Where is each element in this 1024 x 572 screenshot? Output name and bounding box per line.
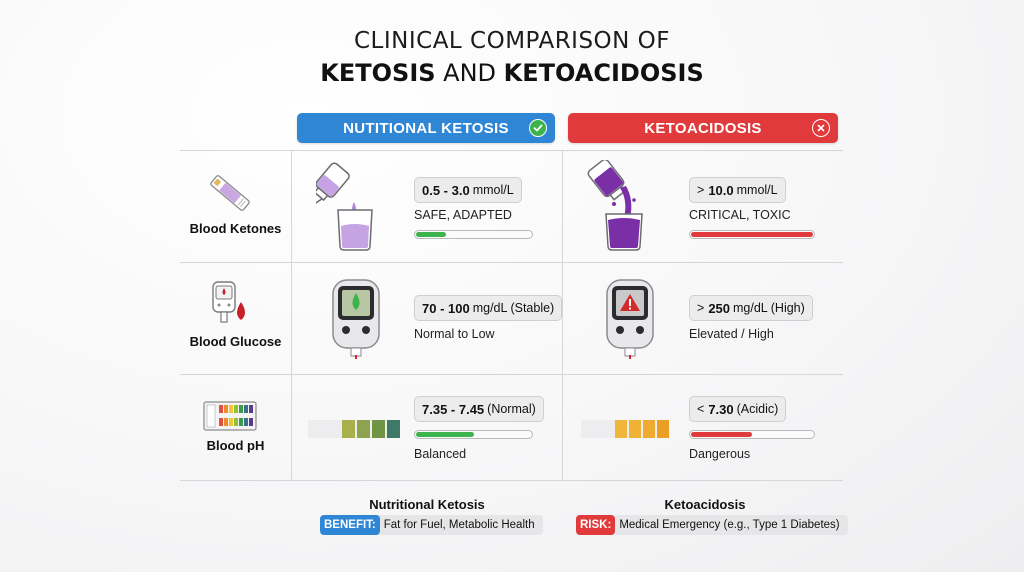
- status-ketones-ketoacidosis: CRITICAL, TOXIC: [689, 208, 791, 222]
- status-ph-nutritional: Balanced: [414, 447, 467, 461]
- level-bar-fill: [691, 232, 813, 237]
- page-title: CLINICAL COMPARISON OF KETOSIS AND KETOA…: [0, 27, 1024, 89]
- level-bar-fill: [691, 432, 752, 437]
- footer-risk-pill: RISK: Medical Emergency (e.g., Type 1 Di…: [576, 515, 848, 535]
- value-bold: 0.5 - 3.0: [422, 182, 470, 198]
- bottle-pouring-dark-purple-illustration: [584, 158, 656, 257]
- title-ketoacidosis: KETOACIDOSIS: [503, 59, 704, 87]
- level-bar-ph-nutritional: [414, 430, 533, 439]
- status-ketones-nutritional: SAFE, ADAPTED: [414, 208, 512, 222]
- title-line-2: KETOSIS AND KETOACIDOSIS: [0, 57, 1024, 89]
- grid-line: [180, 262, 843, 263]
- header-nutritional-label: NUTITIONAL KETOSIS: [343, 119, 509, 137]
- value-bold: 10.0: [708, 182, 734, 198]
- footer-title-ketoacidosis: Ketoacidosis: [664, 497, 746, 512]
- level-bar-fill: [416, 432, 474, 437]
- grid-line: [562, 150, 563, 480]
- row-label-blood-ph: Blood pH: [206, 438, 265, 453]
- title-and: AND: [443, 59, 497, 87]
- footer-title-nutritional: Nutritional Ketosis: [369, 497, 485, 512]
- value-unit: mg/dL (High): [733, 301, 805, 315]
- row-label-blood-glucose: Blood Glucose: [189, 334, 282, 349]
- level-bar-ketones-nutritional: [414, 230, 533, 239]
- grid-line: [180, 150, 843, 151]
- value-ketones-nutritional: 0.5 - 3.0 mmol/L: [414, 177, 522, 203]
- value-bold: 70 - 100: [422, 300, 470, 316]
- level-bar-ketones-ketoacidosis: [689, 230, 815, 239]
- value-prefix: <: [697, 402, 705, 416]
- glucose-meter-blood-drop-icon: [209, 280, 253, 333]
- value-glucose-nutritional: 70 - 100 mg/dL (Stable): [414, 295, 563, 321]
- title-line-1: CLINICAL COMPARISON OF: [353, 28, 671, 54]
- grid-line: [291, 150, 292, 480]
- value-unit: mmol/L: [472, 183, 514, 197]
- grid-line: [180, 374, 843, 375]
- value-unit: (Normal): [487, 402, 536, 416]
- level-bar-fill: [416, 232, 446, 237]
- value-ketones-ketoacidosis: > 10.0 mmol/L: [689, 177, 786, 203]
- dropper-beaker-light-purple-illustration: [310, 160, 386, 257]
- row-label-blood-ketones: Blood Ketones: [189, 221, 282, 236]
- glucose-meter-green-drop-illustration: [331, 278, 383, 365]
- header-nutritional-ketosis: NUTITIONAL KETOSIS: [297, 113, 555, 143]
- grid-line: [180, 480, 843, 481]
- ph-strip-orange-illustration: [581, 418, 669, 445]
- value-unit: mmol/L: [736, 183, 778, 197]
- value-unit: mg/dL (Stable): [472, 301, 555, 315]
- value-bold: 7.30: [708, 401, 734, 417]
- value-prefix: >: [697, 183, 705, 197]
- risk-tag: RISK:: [576, 515, 616, 535]
- value-ph-ketoacidosis: < 7.30 (Acidic): [689, 396, 787, 422]
- level-bar-ph-ketoacidosis: [689, 430, 815, 439]
- glucose-meter-red-warning-illustration: [605, 278, 657, 365]
- value-prefix: >: [697, 301, 705, 315]
- footer-benefit-pill: BENEFIT: Fat for Fuel, Metabolic Health: [320, 515, 543, 535]
- value-ph-nutritional: 7.35 - 7.45 (Normal): [414, 396, 544, 422]
- value-glucose-ketoacidosis: > 250 mg/dL (High): [689, 295, 813, 321]
- value-unit: (Acidic): [736, 402, 779, 416]
- ph-strip-green-illustration: [308, 418, 400, 445]
- benefit-text: Fat for Fuel, Metabolic Health: [383, 519, 535, 531]
- status-glucose-nutritional: Normal to Low: [414, 327, 495, 341]
- status-ph-ketoacidosis: Dangerous: [689, 447, 751, 461]
- status-glucose-ketoacidosis: Elevated / High: [689, 327, 774, 341]
- title-ketosis: KETOSIS: [320, 59, 436, 87]
- risk-text: Medical Emergency (e.g., Type 1 Diabetes…: [619, 519, 840, 531]
- ph-color-chart-icon: [203, 401, 257, 436]
- check-circle-icon: [529, 119, 547, 137]
- benefit-tag: BENEFIT:: [320, 515, 380, 535]
- value-bold: 7.35 - 7.45: [422, 401, 485, 417]
- header-ketoacidosis: KETOACIDOSIS: [568, 113, 838, 143]
- ketone-test-strip-icon: [207, 170, 253, 221]
- value-bold: 250: [708, 300, 731, 316]
- header-ketoacidosis-label: KETOACIDOSIS: [644, 119, 762, 137]
- x-circle-icon: [812, 119, 830, 137]
